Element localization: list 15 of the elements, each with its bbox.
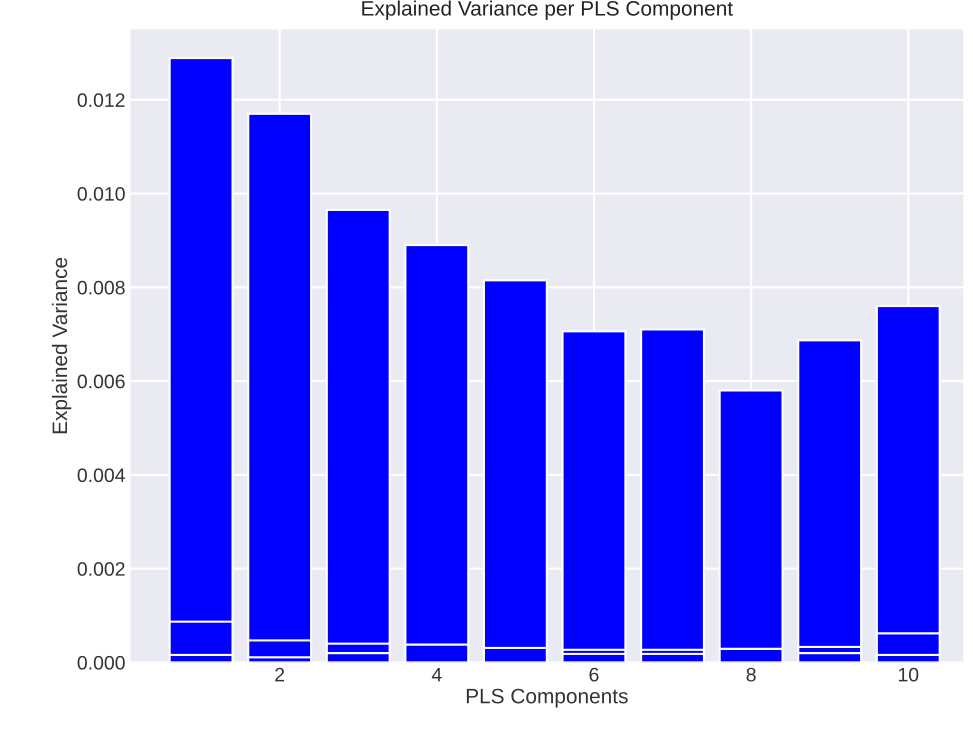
chart-title: Explained Variance per PLS Component — [362, 0, 733, 20]
y-tick-label: 0.008 — [78, 280, 125, 295]
x-axis-title: PLS Components — [466, 688, 628, 708]
y-tick-label: 0.010 — [78, 187, 125, 201]
y-tick-label: 0.002 — [78, 562, 125, 576]
x-tick-label: 10 — [898, 668, 918, 682]
y-tick-label: 0.012 — [78, 93, 125, 108]
x-tick-label: 2 — [275, 668, 284, 682]
x-tick-label: 6 — [590, 668, 599, 682]
y-axis-title: Explained Variance — [52, 258, 72, 434]
y-tick-label: 0.006 — [78, 374, 125, 388]
x-tick-label: 4 — [432, 668, 442, 682]
y-tick-label: 0.004 — [78, 468, 125, 482]
y-tick-label: 0.000 — [78, 656, 125, 670]
x-tick-label: 8 — [746, 668, 756, 682]
